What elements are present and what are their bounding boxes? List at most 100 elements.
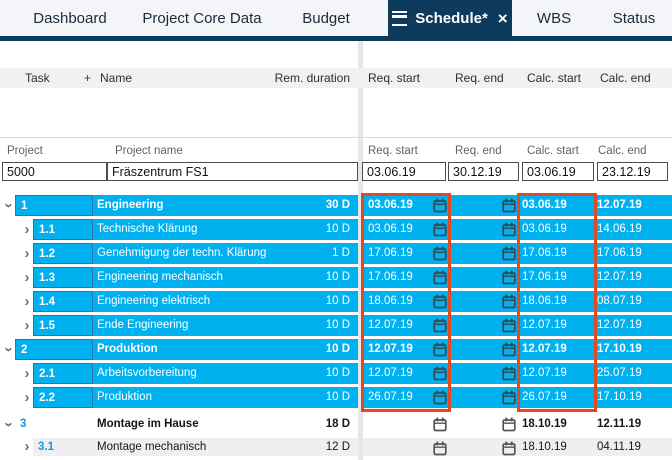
task-duration[interactable]: 10 D xyxy=(325,223,350,235)
task-name[interactable]: Genehmigung der techn. Klärung xyxy=(97,247,267,259)
expander-icon[interactable]: › xyxy=(24,317,30,334)
tab-project-core-data[interactable]: Project Core Data × xyxy=(140,0,264,36)
calendar-icon[interactable] xyxy=(502,441,516,456)
table-row[interactable]: › 1.1 Technische Klärung 10 D 03.06.19 0… xyxy=(0,219,672,240)
table-row[interactable]: › 1.3 Engineering mechanisch 10 D 17.06.… xyxy=(0,267,672,288)
table-row[interactable]: › 1 Engineering 30 D 03.06.19 03.06.19 1… xyxy=(0,195,672,216)
calendar-icon[interactable] xyxy=(502,270,516,285)
task-number-cell[interactable]: 1.2 xyxy=(33,243,93,264)
task-duration[interactable]: 10 D xyxy=(325,343,350,355)
task-name[interactable]: Ende Engineering xyxy=(97,319,189,331)
calendar-icon[interactable] xyxy=(433,390,447,405)
table-row[interactable]: › 2 Produktion 10 D 12.07.19 12.07.19 17… xyxy=(0,339,672,360)
task-duration[interactable]: 10 D xyxy=(325,295,350,307)
table-row[interactable]: › 3.1 Montage mechanisch 12 D 18.10.19 0… xyxy=(0,438,672,456)
req-start-value[interactable]: 17.06.19 xyxy=(368,271,413,283)
tab-status[interactable]: Status × xyxy=(596,0,672,36)
column-header-calc-start[interactable]: Calc. start xyxy=(527,71,582,85)
calendar-icon[interactable] xyxy=(502,198,516,213)
task-duration[interactable]: 10 D xyxy=(325,271,350,283)
table-row[interactable]: › 1.5 Ende Engineering 10 D 12.07.19 12.… xyxy=(0,315,672,336)
task-number-cell[interactable]: 1.5 xyxy=(33,315,93,336)
calendar-icon[interactable] xyxy=(433,417,447,432)
expander-icon[interactable]: › xyxy=(24,245,30,262)
task-duration[interactable]: 10 D xyxy=(325,319,350,331)
tab-wbs[interactable]: WBS × xyxy=(512,0,596,36)
task-duration[interactable]: 10 D xyxy=(325,391,350,403)
task-name[interactable]: Montage im Hause xyxy=(97,418,199,430)
column-header-task[interactable]: Task xyxy=(25,71,50,85)
calendar-icon[interactable] xyxy=(502,294,516,309)
calendar-icon[interactable] xyxy=(433,222,447,237)
calendar-icon[interactable] xyxy=(433,342,447,357)
task-number-cell[interactable]: 1.1 xyxy=(33,219,93,240)
req-start-value[interactable]: 26.07.19 xyxy=(368,391,413,403)
table-row[interactable]: › 2.2 Produktion 10 D 26.07.19 26.07.19 … xyxy=(0,387,672,408)
column-header-req-end[interactable]: Req. end xyxy=(455,71,504,85)
project-name-field[interactable]: Fräszentrum FS1 xyxy=(107,162,358,181)
pane-splitter[interactable] xyxy=(358,41,363,460)
column-header-calc-end[interactable]: Calc. end xyxy=(600,71,651,85)
task-number-cell[interactable]: 1.4 xyxy=(33,291,93,312)
task-number-cell[interactable]: 2.1 xyxy=(33,363,93,384)
tab-dashboard[interactable]: Dashboard × xyxy=(0,0,140,36)
column-header-req-start[interactable]: Req. start xyxy=(368,71,421,85)
expander-icon[interactable]: › xyxy=(24,389,30,406)
project-req-start-field[interactable]: 03.06.19 xyxy=(362,162,446,181)
req-start-value[interactable]: 17.06.19 xyxy=(368,247,413,259)
project-calc-start-field[interactable]: 03.06.19 xyxy=(522,162,594,181)
task-name[interactable]: Engineering elektrisch xyxy=(97,295,211,307)
task-name[interactable]: Engineering xyxy=(97,199,164,211)
task-number-cell[interactable]: 1 xyxy=(15,195,93,216)
calendar-icon[interactable] xyxy=(502,246,516,261)
table-row[interactable]: › 1.4 Engineering elektrisch 10 D 18.06.… xyxy=(0,291,672,312)
add-column-icon[interactable]: + xyxy=(84,71,92,85)
task-duration[interactable]: 30 D xyxy=(325,199,350,211)
req-start-value[interactable]: 12.07.19 xyxy=(368,319,413,331)
calendar-icon[interactable] xyxy=(502,222,516,237)
task-number-cell[interactable]: 2.2 xyxy=(33,387,93,408)
calendar-icon[interactable] xyxy=(433,198,447,213)
calendar-icon[interactable] xyxy=(433,294,447,309)
task-name[interactable]: Engineering mechanisch xyxy=(97,271,223,283)
req-start-value[interactable]: 03.06.19 xyxy=(368,199,413,211)
calendar-icon[interactable] xyxy=(502,417,516,432)
calendar-icon[interactable] xyxy=(502,342,516,357)
close-icon[interactable]: × xyxy=(497,8,508,28)
tab-schedule[interactable]: Schedule* × xyxy=(388,0,512,36)
calendar-icon[interactable] xyxy=(433,318,447,333)
calendar-icon[interactable] xyxy=(502,318,516,333)
task-duration[interactable]: 18 D xyxy=(325,418,350,430)
task-number-cell[interactable]: 1.3 xyxy=(33,267,93,288)
task-name[interactable]: Produktion xyxy=(97,343,158,355)
column-header-rem-duration[interactable]: Rem. duration xyxy=(274,71,350,85)
req-start-value[interactable]: 12.07.19 xyxy=(368,343,413,355)
calendar-icon[interactable] xyxy=(433,246,447,261)
calendar-icon[interactable] xyxy=(433,270,447,285)
calendar-icon[interactable] xyxy=(502,366,516,381)
req-start-value[interactable]: 03.06.19 xyxy=(368,223,413,235)
req-start-value[interactable]: 12.07.19 xyxy=(368,367,413,379)
expander-icon[interactable]: › xyxy=(24,438,30,455)
expander-icon[interactable]: › xyxy=(24,269,30,286)
menu-icon[interactable] xyxy=(392,10,408,26)
column-header-name[interactable]: Name xyxy=(100,71,133,85)
task-name[interactable]: Produktion xyxy=(97,391,152,403)
task-name[interactable]: Technische Klärung xyxy=(97,223,198,235)
expander-icon[interactable]: › xyxy=(24,293,30,310)
task-name[interactable]: Arbeitsvorbereitung xyxy=(97,367,197,379)
req-start-value[interactable]: 18.06.19 xyxy=(368,295,413,307)
calendar-icon[interactable] xyxy=(502,390,516,405)
task-name[interactable]: Montage mechanisch xyxy=(97,441,207,453)
calendar-icon[interactable] xyxy=(433,441,447,456)
tab-budget[interactable]: Budget × xyxy=(264,0,388,36)
project-req-end-field[interactable]: 30.12.19 xyxy=(448,162,519,181)
table-row[interactable]: › 3 Montage im Hause 18 D 18.10.19 12.11… xyxy=(0,414,672,435)
calendar-icon[interactable] xyxy=(433,366,447,381)
task-number-cell[interactable]: 3.1 xyxy=(33,438,93,456)
project-number-field[interactable]: 5000 xyxy=(2,162,107,181)
expander-icon[interactable]: › xyxy=(24,221,30,238)
task-duration[interactable]: 10 D xyxy=(325,367,350,379)
table-row[interactable]: › 1.2 Genehmigung der techn. Klärung 1 D… xyxy=(0,243,672,264)
task-number-cell[interactable]: 2 xyxy=(15,339,93,360)
